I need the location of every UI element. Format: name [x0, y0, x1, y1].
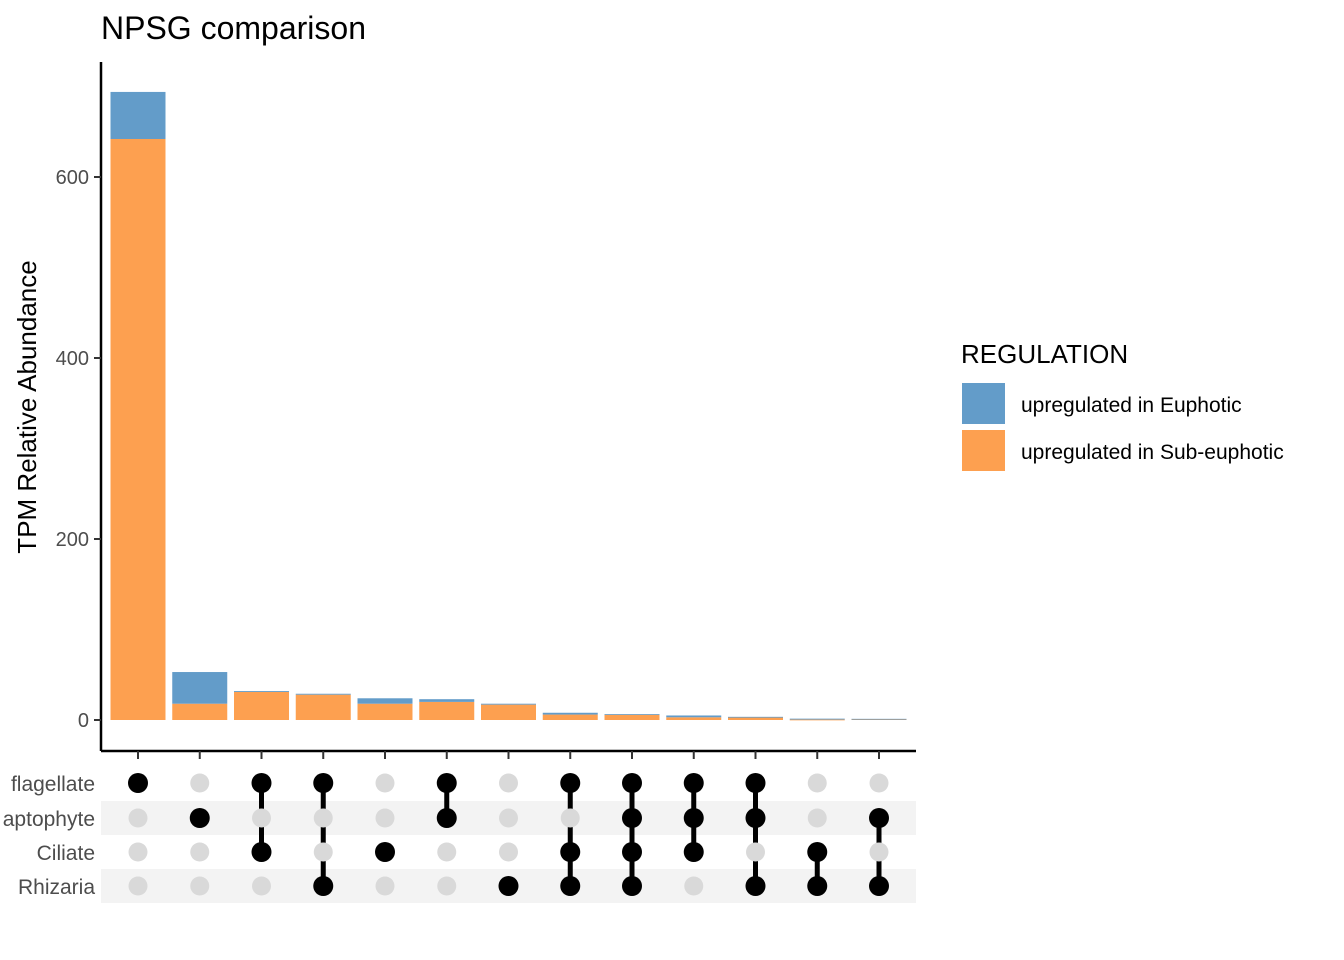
matrix-dot-active [622, 842, 642, 862]
y-tick-label: 400 [56, 348, 89, 370]
matrix-dot-active [745, 773, 766, 793]
y-axis-title: TPM Relative Abundance [12, 260, 42, 553]
bar-segment-euphotic [172, 672, 228, 704]
matrix-dot-active [807, 842, 828, 862]
matrix-dot-active [251, 842, 272, 862]
y-tick-label: 200 [56, 529, 89, 551]
bar-segment-euphotic [357, 698, 413, 704]
bar-segment-euphotic [666, 715, 722, 718]
matrix-dot-active [622, 808, 642, 828]
matrix-dot-active [251, 773, 272, 793]
matrix-dot-active [745, 808, 766, 828]
legend-label: upregulated in Euphotic [1021, 394, 1242, 417]
bar-segment-subeuphotic [172, 703, 228, 720]
matrix-dot-active [683, 773, 704, 793]
set-label: Ciliate [37, 842, 95, 865]
matrix-dot-active [560, 876, 581, 896]
matrix-dot-inactive [375, 773, 395, 793]
matrix-dot-active [375, 842, 395, 862]
matrix-dot-inactive [313, 808, 333, 828]
bar-segment-euphotic [419, 699, 475, 702]
matrix-dot-active [313, 773, 334, 793]
bar-segment-euphotic [234, 691, 289, 692]
matrix-dot-active [745, 876, 766, 896]
bar-segment-subeuphotic [234, 691, 289, 720]
matrix-dot-active [560, 842, 581, 862]
matrix-dot-inactive [375, 808, 395, 828]
matrix-dot-inactive [190, 773, 210, 793]
matrix-dot-inactive [190, 842, 210, 862]
matrix-dot-active [869, 808, 889, 828]
bar-segment-subeuphotic [789, 719, 845, 721]
matrix-dot-active [683, 808, 704, 828]
matrix-dot-active [807, 876, 828, 896]
bar-segment-euphotic [295, 693, 351, 695]
bar-segment-subeuphotic [357, 703, 413, 720]
bar-segment-subeuphotic [604, 714, 660, 720]
set-label: aptophyte [3, 808, 95, 831]
matrix-dot-active [189, 808, 210, 828]
matrix-dot-inactive [746, 842, 765, 862]
matrix-dot-active [622, 773, 642, 793]
bar-segment-subeuphotic [295, 694, 351, 720]
matrix-dot-inactive [869, 842, 889, 862]
legend-swatch [962, 430, 1005, 471]
y-tick-label: 0 [78, 710, 89, 732]
matrix-dot-inactive [375, 876, 395, 896]
matrix-dot-active [436, 808, 457, 828]
matrix-dot-active [683, 842, 704, 862]
legend-title: REGULATION [961, 339, 1128, 369]
matrix-dot-inactive [128, 842, 148, 862]
axes: 0 200 400 600 [56, 62, 916, 759]
bar-segment-euphotic [789, 718, 845, 720]
bar-segment-euphotic [604, 714, 660, 715]
matrix-dot-inactive [190, 876, 210, 896]
matrix-dot-inactive [684, 876, 704, 896]
bar-segment-subeuphotic [419, 701, 475, 720]
bar-segment-euphotic [542, 712, 598, 715]
matrix-dot-active [560, 773, 581, 793]
bar-marks [110, 91, 907, 721]
matrix-dot-inactive [869, 773, 889, 793]
matrix-dot-inactive [560, 808, 580, 828]
matrix-dot-active [869, 876, 889, 896]
bar-segment-euphotic [851, 718, 907, 720]
matrix-dot-inactive [807, 808, 827, 828]
matrix-dot-inactive [252, 808, 271, 828]
bar-segment-subeuphotic [542, 714, 598, 720]
matrix-dot-active [436, 773, 457, 793]
matrix-dot-inactive [807, 773, 827, 793]
bar-segment-subeuphotic [110, 138, 166, 721]
bar-segment-euphotic [481, 703, 536, 705]
matrix-dot-inactive [437, 842, 457, 862]
bar-segment-subeuphotic [666, 717, 722, 720]
set-label: flagellate [11, 773, 95, 796]
matrix-dot-inactive [499, 808, 518, 828]
matrix-dot-active [622, 876, 642, 896]
legend-label: upregulated in Sub-euphotic [1021, 441, 1284, 464]
matrix-dot-inactive [313, 842, 333, 862]
bar-segment-euphotic [728, 716, 783, 718]
legend-swatch [962, 383, 1005, 424]
matrix-dot-active [498, 876, 519, 896]
matrix-dot-inactive [252, 876, 271, 896]
matrix-dot-inactive [128, 808, 148, 828]
matrix-dot-inactive [499, 842, 518, 862]
bar-segment-subeuphotic [728, 717, 783, 720]
matrix-dot-inactive [437, 876, 457, 896]
bar-segment-subeuphotic [481, 704, 536, 720]
matrix-dot-inactive [128, 876, 148, 896]
set-label: Rhizaria [18, 876, 95, 899]
chart-title: NPSG comparison [101, 10, 366, 46]
matrix-dot-inactive [499, 773, 518, 793]
legend: REGULATION upregulated in Euphotic upregu… [961, 339, 1284, 471]
y-tick-label: 600 [56, 167, 89, 189]
matrix-dot-active [128, 773, 148, 793]
matrix-dot-active [313, 876, 334, 896]
bar-segment-euphotic [110, 91, 166, 139]
intersection-matrix: flagellate aptophyte Ciliate Rhizaria [3, 773, 889, 899]
